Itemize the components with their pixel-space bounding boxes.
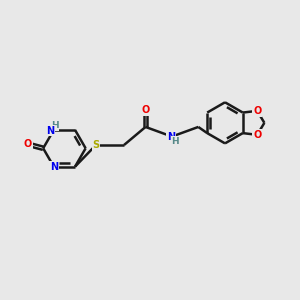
Text: S: S (92, 140, 100, 150)
Text: N: N (50, 162, 58, 172)
Text: H: H (51, 121, 58, 130)
Text: O: O (253, 130, 261, 140)
Text: H: H (172, 137, 179, 146)
Text: O: O (141, 105, 150, 115)
Text: O: O (253, 106, 261, 116)
Text: N: N (46, 126, 54, 136)
Text: O: O (24, 139, 32, 149)
Text: N: N (167, 132, 175, 142)
